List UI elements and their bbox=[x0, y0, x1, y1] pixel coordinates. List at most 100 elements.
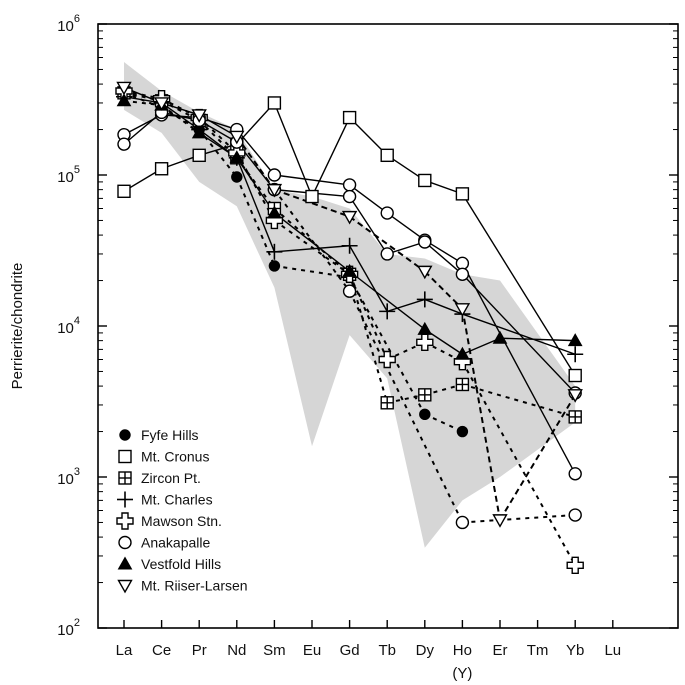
legend-label-mt-riiser-larsen: Mt. Riiser-Larsen bbox=[141, 578, 248, 594]
mawson-stn-line-0-8 bbox=[461, 361, 577, 566]
legend-label-zircon-pt: Zircon Pt. bbox=[141, 470, 201, 486]
mt-cronus-point-dy-0 bbox=[418, 173, 432, 188]
anakapalle-point-yb-2 bbox=[568, 508, 582, 522]
anakapalle-line-0-8 bbox=[461, 263, 576, 475]
legend-item-zircon-pt: Zircon Pt. bbox=[118, 470, 201, 486]
x-tick-label-gd: Gd bbox=[340, 642, 360, 659]
anakapalle-line-0-5 bbox=[349, 184, 388, 214]
mt-riiser-larsen-point-ce-0 bbox=[153, 97, 170, 111]
x-tick-sublabel: (Y) bbox=[452, 665, 472, 682]
anakapalle-point-dy-1 bbox=[418, 235, 432, 249]
vestfold-hills-line-0-5 bbox=[349, 270, 426, 330]
legend-marker-anakapalle bbox=[118, 535, 132, 550]
anakapalle-point-ho-1 bbox=[455, 267, 470, 281]
x-tick-label-ho: Ho bbox=[453, 642, 472, 659]
anakapalle-line-1-7 bbox=[424, 241, 463, 275]
mt-riiser-larsen-line-0-6 bbox=[424, 270, 464, 310]
vestfold-hills-point-pr-0 bbox=[191, 125, 207, 139]
vestfold-hills-point-ho-0 bbox=[455, 346, 470, 360]
vestfold-hills-line-0-1 bbox=[161, 104, 200, 134]
mt-cronus-point-ho-0 bbox=[455, 187, 470, 201]
vestfold-hills-point-yb-0 bbox=[567, 333, 583, 347]
anakapalle-line-0-4 bbox=[274, 174, 350, 186]
x-tick-label-nd: Nd bbox=[227, 642, 246, 659]
mt-riiser-larsen-point-pr-0 bbox=[191, 109, 207, 123]
vestfold-hills-point-gd-0 bbox=[342, 263, 357, 277]
mt-charles-line-0-7 bbox=[424, 298, 463, 315]
legend-item-mt-riiser-larsen: Mt. Riiser-Larsen bbox=[117, 578, 248, 594]
mawson-stn-line-0-7 bbox=[424, 341, 463, 363]
anakapalle-point-ho-2 bbox=[455, 515, 470, 530]
x-tick-label-ce: Ce bbox=[152, 642, 171, 659]
anakapalle-line-2-0 bbox=[273, 189, 351, 292]
x-tick-label-tm: Tm bbox=[527, 642, 549, 659]
x-tick-label-yb: Yb bbox=[566, 642, 584, 659]
mawson-stn-line-0-1 bbox=[161, 97, 200, 119]
mt-cronus-line-0-4 bbox=[273, 102, 313, 197]
mt-riiser-larsen-point-yb-0 bbox=[567, 389, 583, 403]
x-tick-label-dy: Dy bbox=[416, 642, 435, 659]
series-markers-layer bbox=[115, 81, 584, 575]
mt-riiser-larsen-point-er-0 bbox=[492, 514, 508, 528]
anakapalle-line-2-1 bbox=[348, 290, 464, 523]
y-tick-label: 102 bbox=[57, 617, 80, 639]
anakapalle-line-1-5 bbox=[349, 196, 388, 255]
mawson-stn-point-tb-0 bbox=[378, 350, 396, 369]
vestfold-hills-point-la-0 bbox=[116, 93, 132, 107]
mt-cronus-line-0-5 bbox=[311, 117, 351, 197]
legend-item-vestfold-hills: Vestfold Hills bbox=[117, 556, 221, 572]
legend-marker-zircon-pt bbox=[118, 471, 132, 485]
mt-riiser-larsen-point-la-0 bbox=[116, 81, 132, 96]
vestfold-hills-point-dy-0 bbox=[417, 321, 433, 335]
y-tick-label: 103 bbox=[57, 466, 80, 488]
y-tick-label: 105 bbox=[57, 164, 80, 186]
y-axis-label: Perrierite/chondrite bbox=[9, 263, 26, 390]
anakapalle-line-1-8 bbox=[461, 273, 576, 394]
x-tick-label-la: La bbox=[116, 642, 133, 659]
mt-charles-point-yb-0 bbox=[567, 346, 584, 363]
anakapalle-point-ho-0 bbox=[455, 256, 470, 271]
zircon-pt-line-0-1 bbox=[161, 99, 200, 122]
mt-cronus-point-eu-0 bbox=[305, 189, 319, 204]
legend-item-mawson-stn: Mawson Stn. bbox=[116, 512, 222, 530]
anakapalle-point-gd-1 bbox=[342, 189, 357, 204]
mt-charles-line-0-5 bbox=[348, 245, 388, 312]
anakapalle-line-1-0 bbox=[123, 111, 163, 145]
legend-marker-mawson-stn bbox=[116, 512, 134, 530]
mt-charles-point-gd-0 bbox=[341, 237, 358, 254]
fyfe-hills-point-ho-0 bbox=[456, 425, 469, 438]
legend-marker-mt-charles bbox=[117, 491, 133, 508]
mt-charles-point-tb-0 bbox=[379, 303, 396, 320]
mt-charles-point-dy-0 bbox=[416, 291, 433, 308]
vestfold-hills-line-0-8 bbox=[499, 337, 576, 342]
mt-charles-line-0-3 bbox=[236, 157, 276, 253]
mt-riiser-larsen-point-ho-0 bbox=[454, 303, 471, 317]
anakapalle-line-0-3 bbox=[236, 129, 275, 176]
y-tick-label: 106 bbox=[57, 13, 80, 35]
anakapalle-point-la-1 bbox=[117, 137, 131, 151]
mt-cronus-point-pr-0 bbox=[192, 148, 206, 163]
legend-label-anakapalle: Anakapalle bbox=[141, 535, 210, 551]
mt-cronus-point-sm-0 bbox=[267, 96, 282, 110]
mt-riiser-larsen-point-gd-0 bbox=[341, 210, 358, 225]
x-tick-label-lu: Lu bbox=[604, 642, 621, 659]
anakapalle-line-0-6 bbox=[386, 212, 426, 241]
vestfold-hills-line-0-4 bbox=[273, 212, 351, 272]
legend-label-mawson-stn: Mawson Stn. bbox=[141, 513, 222, 529]
mawson-stn-line-0-5 bbox=[348, 273, 389, 360]
mt-riiser-larsen-point-dy-0 bbox=[417, 265, 433, 280]
x-tick-label-sm: Sm bbox=[263, 642, 286, 659]
zircon-pt-point-tb-0 bbox=[380, 396, 394, 410]
mt-cronus-point-yb-0 bbox=[568, 368, 582, 383]
legend-item-mt-charles: Mt. Charles bbox=[117, 491, 213, 508]
fyfe-hills-point-nd-0 bbox=[231, 171, 243, 183]
fyfe-hills-point-sm-0 bbox=[268, 260, 281, 272]
legend-label-mt-charles: Mt. Charles bbox=[141, 492, 213, 508]
mt-charles-line-0-4 bbox=[274, 245, 350, 253]
fyfe-hills-line-0-4 bbox=[274, 264, 350, 279]
mt-cronus-line-0-9 bbox=[461, 193, 576, 376]
anakapalle-point-tb-0 bbox=[380, 206, 394, 220]
mt-cronus-point-gd-0 bbox=[342, 110, 357, 125]
legend-item-mt-cronus: Mt. Cronus bbox=[118, 449, 209, 465]
